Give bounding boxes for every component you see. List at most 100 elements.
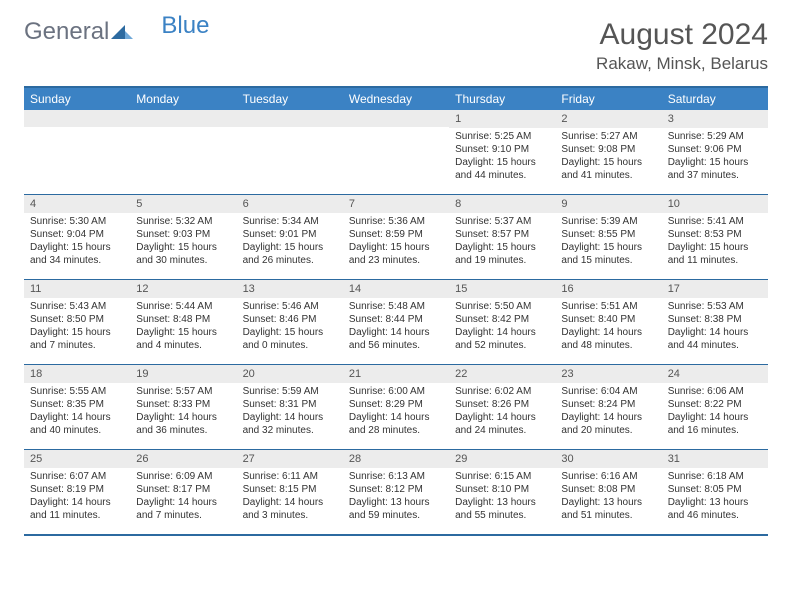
daylight-text: and 32 minutes.: [243, 424, 337, 437]
calendar-day: 2Sunrise: 5:27 AMSunset: 9:08 PMDaylight…: [555, 110, 661, 194]
day-number: 13: [237, 280, 343, 298]
sunrise-text: Sunrise: 6:16 AM: [561, 470, 655, 483]
sunrise-text: Sunrise: 5:41 AM: [668, 215, 762, 228]
calendar-day: 20Sunrise: 5:59 AMSunset: 8:31 PMDayligh…: [237, 365, 343, 449]
daylight-text: and 51 minutes.: [561, 509, 655, 522]
sunrise-text: Sunrise: 6:00 AM: [349, 385, 443, 398]
calendar-week: 1Sunrise: 5:25 AMSunset: 9:10 PMDaylight…: [24, 110, 768, 195]
day-header: Monday: [130, 88, 236, 110]
daylight-text: Daylight: 14 hours: [561, 411, 655, 424]
day-details: Sunrise: 6:13 AMSunset: 8:12 PMDaylight:…: [343, 468, 449, 526]
daylight-text: Daylight: 14 hours: [243, 411, 337, 424]
sunset-text: Sunset: 8:57 PM: [455, 228, 549, 241]
day-header: Tuesday: [237, 88, 343, 110]
calendar-week: 18Sunrise: 5:55 AMSunset: 8:35 PMDayligh…: [24, 365, 768, 450]
day-number: 4: [24, 195, 130, 213]
daylight-text: and 15 minutes.: [561, 254, 655, 267]
sunset-text: Sunset: 8:42 PM: [455, 313, 549, 326]
sunset-text: Sunset: 8:10 PM: [455, 483, 549, 496]
calendar-day: 16Sunrise: 5:51 AMSunset: 8:40 PMDayligh…: [555, 280, 661, 364]
day-number: 26: [130, 450, 236, 468]
calendar-day: 22Sunrise: 6:02 AMSunset: 8:26 PMDayligh…: [449, 365, 555, 449]
daylight-text: and 44 minutes.: [455, 169, 549, 182]
daylight-text: and 28 minutes.: [349, 424, 443, 437]
day-details: Sunrise: 5:55 AMSunset: 8:35 PMDaylight:…: [24, 383, 130, 441]
daylight-text: Daylight: 14 hours: [561, 326, 655, 339]
daylight-text: and 36 minutes.: [136, 424, 230, 437]
day-details: Sunrise: 6:16 AMSunset: 8:08 PMDaylight:…: [555, 468, 661, 526]
sunset-text: Sunset: 8:08 PM: [561, 483, 655, 496]
calendar-day: 12Sunrise: 5:44 AMSunset: 8:48 PMDayligh…: [130, 280, 236, 364]
day-number: 25: [24, 450, 130, 468]
daylight-text: and 0 minutes.: [243, 339, 337, 352]
daylight-text: Daylight: 15 hours: [455, 156, 549, 169]
daylight-text: and 40 minutes.: [30, 424, 124, 437]
daylight-text: Daylight: 15 hours: [668, 241, 762, 254]
day-details: Sunrise: 6:15 AMSunset: 8:10 PMDaylight:…: [449, 468, 555, 526]
daylight-text: Daylight: 15 hours: [561, 241, 655, 254]
sunrise-text: Sunrise: 6:02 AM: [455, 385, 549, 398]
calendar-day: 6Sunrise: 5:34 AMSunset: 9:01 PMDaylight…: [237, 195, 343, 279]
daylight-text: Daylight: 14 hours: [668, 411, 762, 424]
calendar-day: 24Sunrise: 6:06 AMSunset: 8:22 PMDayligh…: [662, 365, 768, 449]
day-number: 17: [662, 280, 768, 298]
daylight-text: and 34 minutes.: [30, 254, 124, 267]
sunrise-text: Sunrise: 5:25 AM: [455, 130, 549, 143]
daylight-text: Daylight: 15 hours: [349, 241, 443, 254]
daylight-text: and 48 minutes.: [561, 339, 655, 352]
daylight-text: and 4 minutes.: [136, 339, 230, 352]
calendar-day-empty: [24, 110, 130, 194]
day-details: Sunrise: 5:25 AMSunset: 9:10 PMDaylight:…: [449, 128, 555, 186]
day-details: Sunrise: 5:30 AMSunset: 9:04 PMDaylight:…: [24, 213, 130, 271]
day-details: Sunrise: 6:09 AMSunset: 8:17 PMDaylight:…: [130, 468, 236, 526]
daylight-text: and 7 minutes.: [30, 339, 124, 352]
calendar-week: 25Sunrise: 6:07 AMSunset: 8:19 PMDayligh…: [24, 450, 768, 536]
sunrise-text: Sunrise: 6:04 AM: [561, 385, 655, 398]
day-number: 3: [662, 110, 768, 128]
day-details: Sunrise: 6:18 AMSunset: 8:05 PMDaylight:…: [662, 468, 768, 526]
day-number: 11: [24, 280, 130, 298]
day-number: 7: [343, 195, 449, 213]
day-number: 5: [130, 195, 236, 213]
daylight-text: and 30 minutes.: [136, 254, 230, 267]
sunrise-text: Sunrise: 5:37 AM: [455, 215, 549, 228]
sunset-text: Sunset: 9:08 PM: [561, 143, 655, 156]
calendar-day: 30Sunrise: 6:16 AMSunset: 8:08 PMDayligh…: [555, 450, 661, 534]
calendar-day: 3Sunrise: 5:29 AMSunset: 9:06 PMDaylight…: [662, 110, 768, 194]
sunset-text: Sunset: 9:04 PM: [30, 228, 124, 241]
sunset-text: Sunset: 8:46 PM: [243, 313, 337, 326]
day-number: 15: [449, 280, 555, 298]
day-details: Sunrise: 5:34 AMSunset: 9:01 PMDaylight:…: [237, 213, 343, 271]
day-number: 6: [237, 195, 343, 213]
header: General Blue August 2024 Rakaw, Minsk, B…: [24, 18, 768, 74]
daylight-text: Daylight: 14 hours: [136, 496, 230, 509]
calendar-day: 18Sunrise: 5:55 AMSunset: 8:35 PMDayligh…: [24, 365, 130, 449]
calendar-day: 10Sunrise: 5:41 AMSunset: 8:53 PMDayligh…: [662, 195, 768, 279]
calendar-day-empty: [237, 110, 343, 194]
day-headers-row: SundayMondayTuesdayWednesdayThursdayFrid…: [24, 88, 768, 110]
sunset-text: Sunset: 8:31 PM: [243, 398, 337, 411]
sunset-text: Sunset: 9:10 PM: [455, 143, 549, 156]
sunrise-text: Sunrise: 6:13 AM: [349, 470, 443, 483]
sunset-text: Sunset: 9:01 PM: [243, 228, 337, 241]
day-details: Sunrise: 5:43 AMSunset: 8:50 PMDaylight:…: [24, 298, 130, 356]
sunrise-text: Sunrise: 6:06 AM: [668, 385, 762, 398]
sunrise-text: Sunrise: 5:32 AM: [136, 215, 230, 228]
logo-text-blue: Blue: [161, 12, 209, 40]
day-details: Sunrise: 5:29 AMSunset: 9:06 PMDaylight:…: [662, 128, 768, 186]
day-number: 8: [449, 195, 555, 213]
calendar-day: 26Sunrise: 6:09 AMSunset: 8:17 PMDayligh…: [130, 450, 236, 534]
day-details: Sunrise: 6:06 AMSunset: 8:22 PMDaylight:…: [662, 383, 768, 441]
day-details: Sunrise: 5:51 AMSunset: 8:40 PMDaylight:…: [555, 298, 661, 356]
daylight-text: and 56 minutes.: [349, 339, 443, 352]
daylight-text: and 11 minutes.: [668, 254, 762, 267]
daylight-text: and 26 minutes.: [243, 254, 337, 267]
sunrise-text: Sunrise: 5:53 AM: [668, 300, 762, 313]
calendar: SundayMondayTuesdayWednesdayThursdayFrid…: [24, 86, 768, 536]
daylight-text: Daylight: 13 hours: [561, 496, 655, 509]
day-details: Sunrise: 5:44 AMSunset: 8:48 PMDaylight:…: [130, 298, 236, 356]
day-details: Sunrise: 6:04 AMSunset: 8:24 PMDaylight:…: [555, 383, 661, 441]
sunrise-text: Sunrise: 5:51 AM: [561, 300, 655, 313]
day-number: 23: [555, 365, 661, 383]
daylight-text: Daylight: 15 hours: [243, 326, 337, 339]
